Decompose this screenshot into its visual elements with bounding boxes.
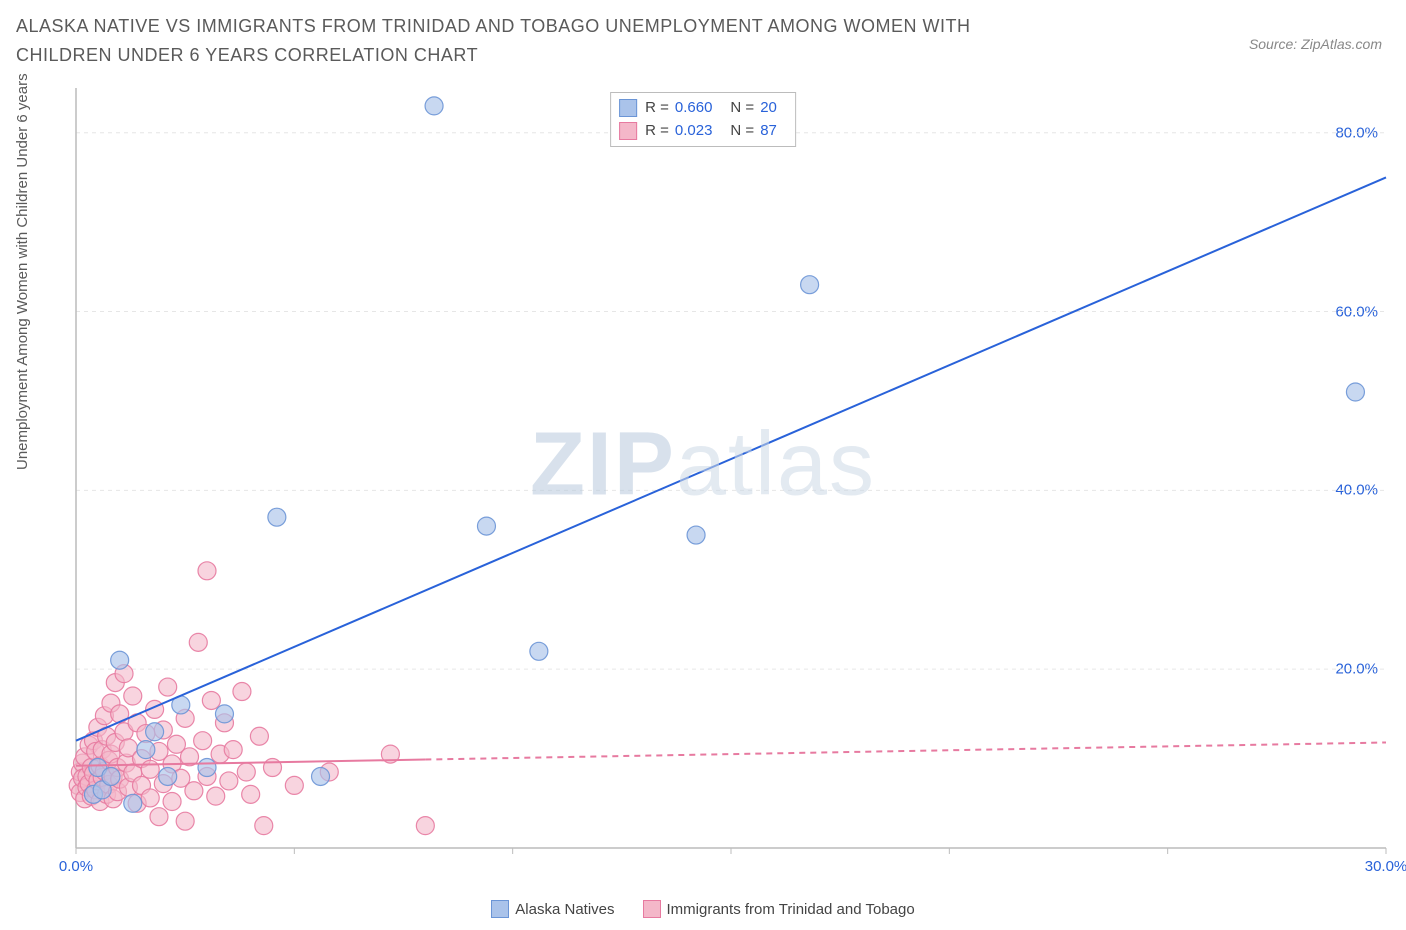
legend-item: Immigrants from Trinidad and Tobago <box>643 900 915 918</box>
n-value: 87 <box>760 120 777 143</box>
legend-swatch <box>619 99 637 117</box>
legend-stat-row: R = 0.660 N = 20 <box>619 97 787 120</box>
legend-swatch <box>643 900 661 918</box>
legend-label: Alaska Natives <box>515 901 614 918</box>
n-label: N = <box>730 97 754 120</box>
chart-title: ALASKA NATIVE VS IMMIGRANTS FROM TRINIDA… <box>16 12 1056 70</box>
legend-series: Alaska Natives Immigrants from Trinidad a… <box>0 900 1406 922</box>
r-value: 0.023 <box>675 120 713 143</box>
legend-item: Alaska Natives <box>491 900 614 918</box>
legend-swatch <box>619 122 637 140</box>
legend-stat-row: R = 0.023 N = 87 <box>619 120 787 143</box>
scatter-chart <box>18 88 1398 878</box>
n-label: N = <box>730 120 754 143</box>
n-value: 20 <box>760 97 777 120</box>
r-label: R = <box>645 97 669 120</box>
r-label: R = <box>645 120 669 143</box>
r-value: 0.660 <box>675 97 713 120</box>
legend-swatch <box>491 900 509 918</box>
legend-label: Immigrants from Trinidad and Tobago <box>667 901 915 918</box>
legend-stats: R = 0.660 N = 20 R = 0.023 N = 87 <box>610 92 796 147</box>
source-label: Source: ZipAtlas.com <box>1249 36 1382 52</box>
